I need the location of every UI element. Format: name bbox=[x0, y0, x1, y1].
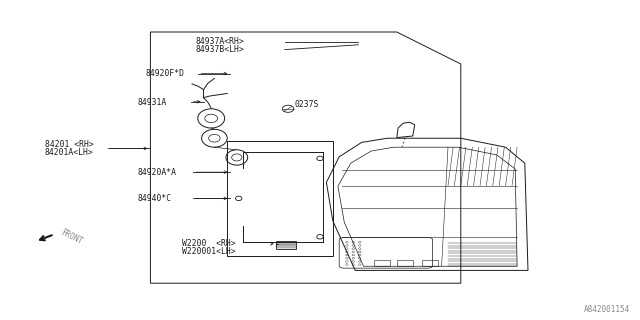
Text: 84920A*A: 84920A*A bbox=[138, 168, 177, 177]
Text: W220001<LH>: W220001<LH> bbox=[182, 247, 236, 256]
Text: 84940*C: 84940*C bbox=[138, 194, 172, 203]
Text: 0237S: 0237S bbox=[294, 100, 319, 109]
Text: A842001154: A842001154 bbox=[584, 305, 630, 314]
Text: 84937A<RH>: 84937A<RH> bbox=[195, 37, 244, 46]
FancyBboxPatch shape bbox=[276, 241, 296, 249]
Text: W2200  <RH>: W2200 <RH> bbox=[182, 239, 236, 248]
Text: 84920F*D: 84920F*D bbox=[146, 69, 185, 78]
Text: 84937B<LH>: 84937B<LH> bbox=[195, 45, 244, 54]
Text: 84201A<LH>: 84201A<LH> bbox=[45, 148, 93, 157]
Text: 84931A: 84931A bbox=[138, 98, 167, 107]
Text: FRONT: FRONT bbox=[59, 228, 84, 247]
Text: 84201 <RH>: 84201 <RH> bbox=[45, 140, 93, 149]
